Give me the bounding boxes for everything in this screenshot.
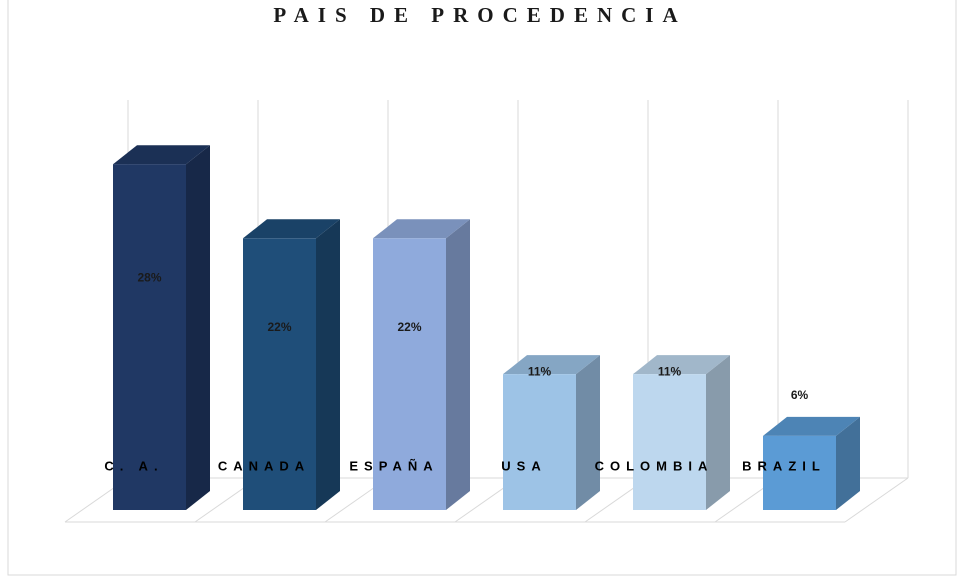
bar-side [186, 145, 210, 510]
bar-front [243, 238, 316, 511]
bar [633, 355, 730, 510]
category-label: BRAZIL [742, 458, 826, 473]
bar-side [316, 219, 340, 511]
bar-top [113, 145, 210, 165]
bar-front [373, 238, 446, 511]
floor-line [844, 477, 909, 523]
bar-top [243, 219, 340, 239]
bar-front [633, 374, 706, 510]
bar [503, 355, 600, 510]
bar-side [446, 219, 470, 511]
category-label: COLOMBIA [595, 458, 714, 473]
bar-side [576, 355, 600, 510]
chart-title: PAIS DE PROCEDENCIA [273, 3, 686, 27]
bar-top [373, 219, 470, 239]
bar [113, 145, 210, 510]
bar [243, 219, 340, 511]
bar-side [706, 355, 730, 510]
value-label: 6% [791, 388, 809, 402]
bar-top [763, 416, 860, 436]
bar-front [503, 374, 576, 510]
value-label: 28% [137, 270, 161, 284]
bar [373, 219, 470, 511]
bar-front [763, 435, 836, 510]
category-label: CANADA [218, 458, 310, 473]
category-label: C. A. [104, 458, 163, 473]
value-label: 22% [267, 320, 291, 334]
chart-border [7, 0, 957, 576]
bar [763, 416, 860, 510]
value-label: 11% [658, 364, 682, 378]
bar-top [633, 355, 730, 375]
category-label: USA [501, 458, 546, 473]
bar-top [503, 355, 600, 375]
value-label: 11% [528, 364, 552, 378]
bar-side [836, 416, 860, 510]
category-label: ESPAÑA [349, 458, 438, 473]
bar-front [113, 164, 186, 510]
value-label: 22% [397, 320, 421, 334]
